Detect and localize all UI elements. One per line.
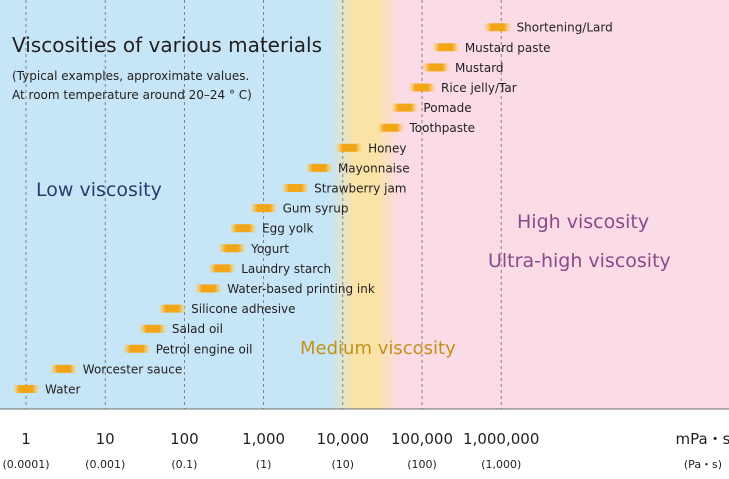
material-mustard-paste: Mustard paste bbox=[432, 41, 551, 55]
label-ultra-high-viscosity: Ultra-high viscosity bbox=[488, 250, 671, 272]
marker bbox=[230, 224, 257, 233]
tick-label-6: 1,000,000 bbox=[463, 430, 539, 448]
marker bbox=[50, 364, 77, 373]
material-label: Pomade bbox=[423, 101, 471, 115]
marker bbox=[305, 163, 332, 172]
material-petrol-engine-oil: Petrol engine oil bbox=[123, 342, 253, 356]
material-mayonnaise: Mayonnaise bbox=[305, 161, 410, 175]
marker bbox=[219, 244, 246, 253]
marker bbox=[336, 143, 363, 152]
material-yogurt: Yogurt bbox=[219, 242, 289, 256]
marker bbox=[123, 344, 150, 353]
material-label: Worcester sauce bbox=[83, 362, 182, 376]
material-silicone-adhesive: Silicone adhesive bbox=[159, 302, 296, 316]
marker bbox=[391, 103, 418, 112]
material-label: Toothpaste bbox=[408, 121, 475, 135]
marker bbox=[209, 264, 236, 273]
material-label: Laundry starch bbox=[241, 262, 331, 276]
material-label: Salad oil bbox=[172, 322, 223, 336]
material-label: Mustard bbox=[455, 61, 504, 75]
marker bbox=[377, 123, 404, 132]
tick-sublabel-5: (100) bbox=[407, 458, 437, 471]
material-label: Petrol engine oil bbox=[156, 342, 253, 356]
material-label: Mustard paste bbox=[465, 41, 551, 55]
tick-label-4: 10,000 bbox=[317, 430, 370, 448]
tick-sublabel-1: (0.001) bbox=[85, 458, 125, 471]
marker bbox=[484, 23, 511, 32]
marker bbox=[13, 385, 39, 393]
region-blend-medium-high bbox=[376, 0, 401, 409]
material-rice-jelly-tar: Rice jelly/Tar bbox=[409, 81, 517, 95]
label-low-viscosity: Low viscosity bbox=[36, 179, 162, 201]
tick-label-3: 1,000 bbox=[242, 430, 285, 448]
chart-title: Viscosities of various materials bbox=[12, 33, 322, 57]
material-shortening-lard: Shortening/Lard bbox=[484, 21, 613, 35]
material-label: Yogurt bbox=[250, 242, 289, 256]
material-toothpaste: Toothpaste bbox=[377, 121, 475, 135]
material-label: Mayonnaise bbox=[338, 161, 410, 175]
material-label: Rice jelly/Tar bbox=[441, 81, 517, 95]
marker bbox=[409, 83, 435, 92]
chart-subtitle-line-1: (Typical examples, approximate values. bbox=[12, 69, 249, 83]
gridlines bbox=[25, 0, 502, 409]
tick-sublabel-4: (10) bbox=[332, 458, 355, 471]
tick-label-1: 10 bbox=[96, 430, 115, 448]
label-medium-viscosity: Medium viscosity bbox=[300, 338, 456, 359]
tick-label-5: 100,000 bbox=[391, 430, 453, 448]
tick-sublabel-6: (1,000) bbox=[481, 458, 521, 471]
material-pomade: Pomade bbox=[391, 101, 472, 115]
material-honey: Honey bbox=[336, 141, 407, 155]
region-medium-viscosity bbox=[354, 0, 377, 409]
marker bbox=[139, 324, 166, 333]
tick-sublabel-3: (1) bbox=[256, 458, 272, 471]
material-gum-syrup: Gum syrup bbox=[250, 202, 349, 216]
material-label: Water-based printing ink bbox=[227, 282, 375, 296]
material-water-based-printing-ink: Water-based printing ink bbox=[195, 282, 375, 296]
tick-label-2: 100 bbox=[170, 430, 199, 448]
unit-label: mPa・s bbox=[676, 430, 729, 448]
marker bbox=[159, 304, 186, 313]
marker bbox=[250, 204, 277, 213]
material-worcester-sauce: Worcester sauce bbox=[50, 362, 182, 376]
material-label: Gum syrup bbox=[283, 202, 349, 216]
unit-sublabel: (Pa・s) bbox=[684, 458, 722, 471]
label-high-viscosity: High viscosity bbox=[517, 211, 649, 233]
x-axis-ticks: 1 (0.0001) 10 (0.001) 100 (0.1) 1,000 (1) 10,000… bbox=[2, 430, 539, 471]
material-water: Water bbox=[13, 383, 81, 397]
material-label: Egg yolk bbox=[262, 222, 313, 236]
tick-label-0: 1 bbox=[21, 430, 31, 448]
material-label: Water bbox=[45, 383, 81, 397]
material-strawberry-jam: Strawberry jam bbox=[282, 182, 406, 196]
chart-subtitle-line-2: At room temperature around 20–24 ° C) bbox=[12, 88, 252, 102]
region-high-viscosity bbox=[400, 0, 729, 409]
material-salad-oil: Salad oil bbox=[139, 322, 223, 336]
material-label: Shortening/Lard bbox=[517, 21, 613, 35]
material-mustard: Mustard bbox=[422, 61, 504, 75]
material-label: Strawberry jam bbox=[314, 182, 406, 196]
material-label: Honey bbox=[368, 141, 406, 155]
marker bbox=[282, 184, 309, 192]
material-laundry-starch: Laundry starch bbox=[209, 262, 331, 276]
marker bbox=[422, 63, 449, 72]
material-label: Silicone adhesive bbox=[191, 302, 295, 316]
tick-sublabel-2: (0.1) bbox=[171, 458, 197, 471]
marker bbox=[195, 284, 222, 293]
marker bbox=[432, 43, 459, 52]
axis-area bbox=[0, 409, 729, 479]
tick-sublabel-0: (0.0001) bbox=[2, 458, 49, 471]
material-egg-yolk: Egg yolk bbox=[230, 222, 313, 236]
